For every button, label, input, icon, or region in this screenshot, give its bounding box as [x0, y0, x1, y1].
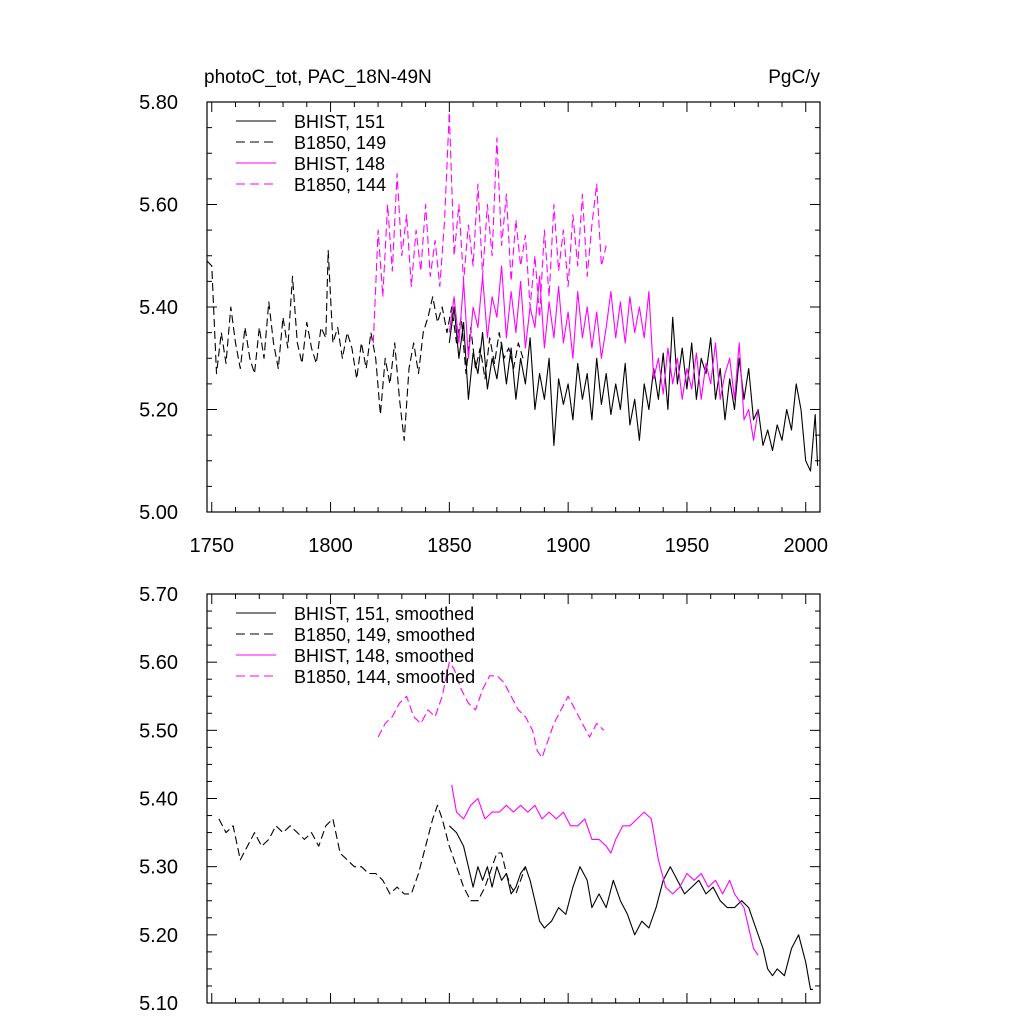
top-series-1-line	[206, 250, 524, 441]
bottom-y-tick-label: 5.60	[139, 652, 178, 674]
top-legend-label: BHIST, 151	[294, 112, 385, 132]
bottom-series-3-line	[377, 661, 605, 759]
top-x-tick-label: 1750	[190, 535, 235, 557]
top-y-tick-label: 5.20	[139, 400, 178, 422]
bottom-series-group	[218, 661, 813, 990]
top-y-tick-label: 5.40	[139, 297, 178, 319]
top-x-tick-label: 1900	[546, 535, 591, 557]
bottom-y-tick-label: 5.50	[139, 720, 178, 742]
bottom-series-2-line	[451, 784, 759, 956]
bottom-legend-label: B1850, 144, smoothed	[294, 667, 475, 687]
bottom-y-tick-label: 5.10	[139, 993, 178, 1015]
top-axes: 1750 1800 1850 1900 1950 2000 5.00 5.20 5.40 5.60…	[139, 92, 828, 557]
top-y-tick-label: 5.00	[139, 502, 178, 524]
bottom-y-tick-label: 5.40	[139, 789, 178, 811]
top-x-tick-label: 1850	[427, 535, 472, 557]
top-x-tick-label: 2000	[783, 535, 828, 557]
top-x-tick-label: 1800	[308, 535, 353, 557]
top-y-tick-label: 5.60	[139, 195, 178, 217]
bottom-series-0-line	[448, 825, 813, 990]
bottom-y-tick-label: 5.20	[139, 925, 178, 947]
bottom-y-tick-label: 5.30	[139, 857, 178, 879]
top-series-0-line	[448, 306, 819, 472]
bottom-axes: 5.10 5.20 5.30 5.40 5.50 5.60 5.70	[139, 584, 821, 1015]
bottom-legend-label: B1850, 149, smoothed	[294, 625, 475, 645]
top-panel-units: PgC/y	[768, 67, 820, 88]
top-series-group	[206, 111, 819, 472]
top-series-2-line	[448, 265, 759, 441]
top-panel: photoC_tot, PAC_18N-49N PgC/y 1750 1800 18…	[139, 67, 828, 557]
bottom-legend-label: BHIST, 151, smoothed	[294, 604, 474, 624]
top-legend-label: B1850, 144	[294, 175, 386, 195]
top-series-3-line	[372, 111, 607, 343]
top-panel-title: photoC_tot, PAC_18N-49N	[204, 67, 432, 88]
top-legend-label: B1850, 149	[294, 133, 386, 153]
top-legend-label: BHIST, 148	[294, 154, 385, 174]
bottom-panel: 5.10 5.20 5.30 5.40 5.50 5.60 5.70 BHIST, 151,…	[139, 584, 821, 1015]
bottom-series-1-line	[218, 804, 526, 902]
top-y-tick-label: 5.80	[139, 92, 178, 114]
bottom-y-tick-label: 5.70	[139, 584, 178, 606]
bottom-legend-label: BHIST, 148, smoothed	[294, 646, 474, 666]
top-x-tick-label: 1950	[665, 535, 710, 557]
